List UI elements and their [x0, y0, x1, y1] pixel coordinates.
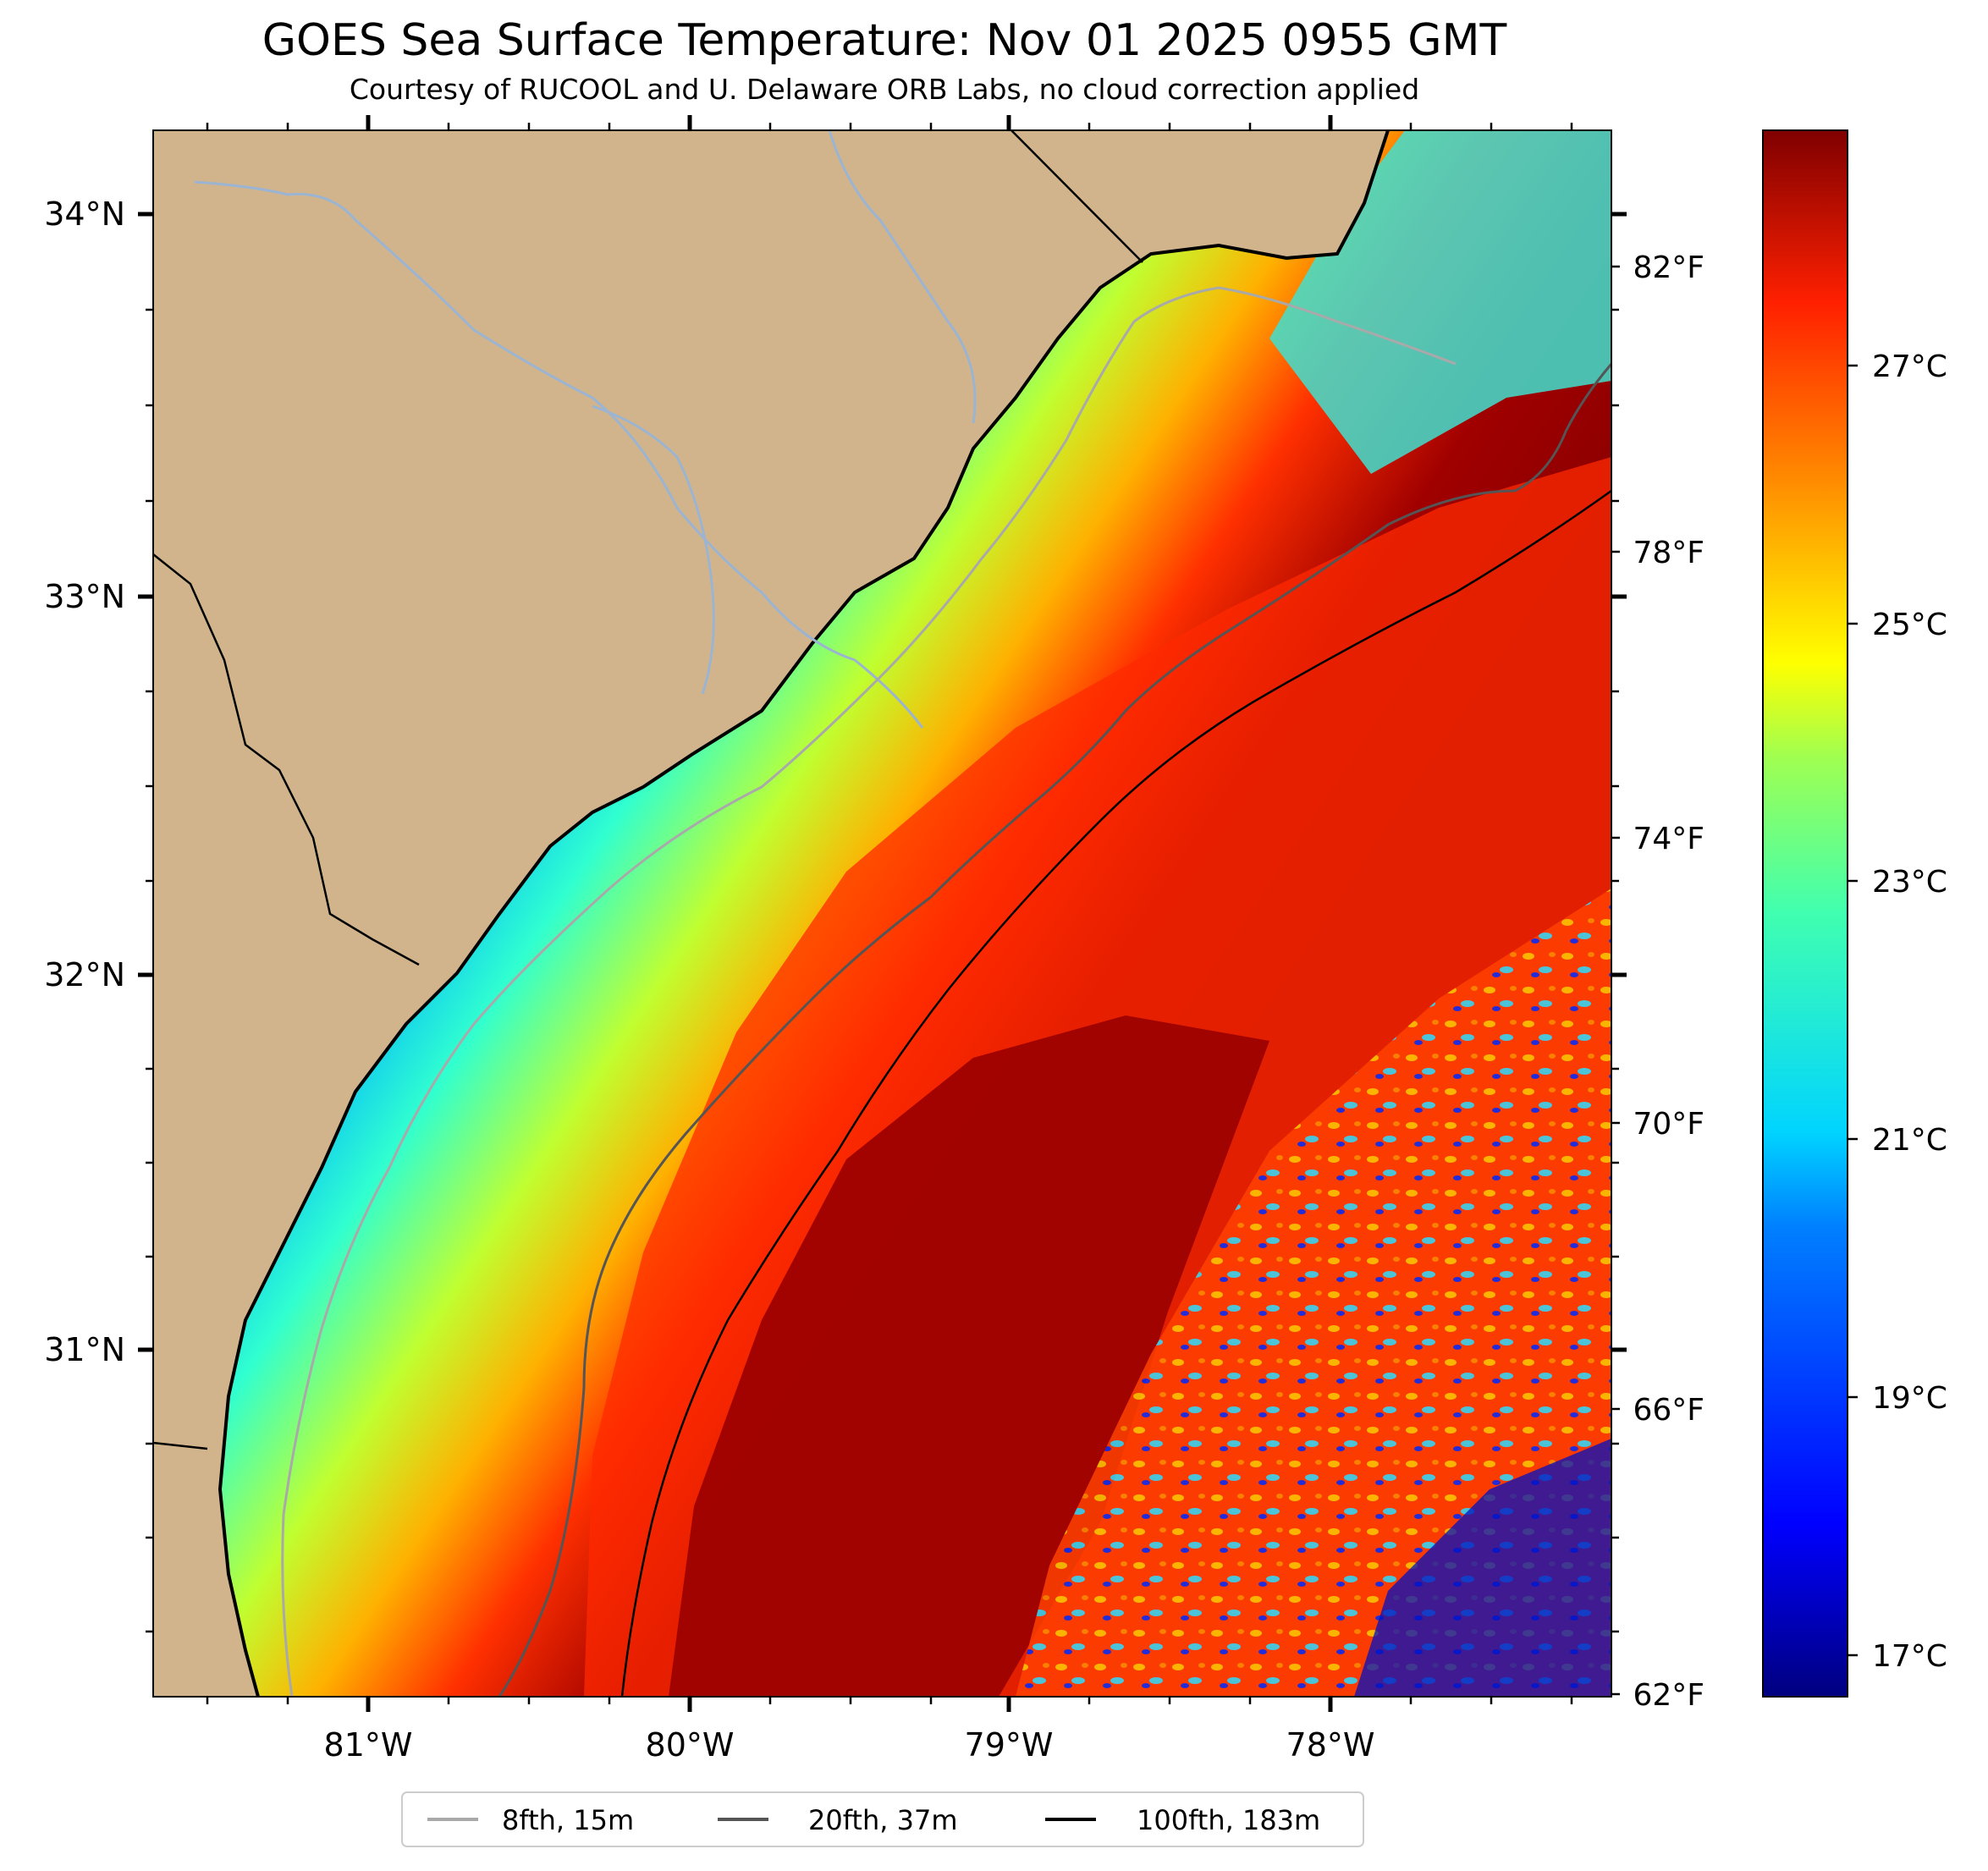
legend-label: 8fth, 15m — [502, 1804, 634, 1836]
river — [592, 404, 715, 695]
celsius-label: 17°C — [1872, 1639, 1947, 1674]
fahrenheit-label: 74°F — [1633, 822, 1704, 856]
celsius-label: 21°C — [1872, 1123, 1947, 1158]
lon-label: 79°W — [965, 1726, 1054, 1764]
lat-label: 32°N — [44, 956, 125, 993]
lat-label: 33°N — [44, 578, 125, 615]
map-panel[interactable] — [153, 130, 1611, 1697]
land-mass — [153, 130, 1388, 1697]
river — [194, 180, 924, 729]
state-border — [153, 1441, 208, 1450]
legend-box — [401, 1791, 1364, 1847]
lon-label: 78°W — [1286, 1726, 1375, 1764]
chart-title: GOES Sea Surface Temperature: Nov 01 202… — [262, 15, 1507, 66]
minor-ticks — [146, 123, 1619, 1704]
isobath-20fth — [498, 363, 1611, 1697]
isobath-100fth — [620, 489, 1611, 1697]
celsius-label: 27°C — [1872, 349, 1947, 384]
chart-subtitle: Courtesy of RUCOOL and U. Delaware ORB L… — [349, 73, 1420, 106]
celsius-label: 23°C — [1872, 865, 1947, 900]
lon-label: 80°W — [646, 1726, 735, 1764]
lat-label: 34°N — [44, 195, 125, 233]
colorbar-gradient — [1762, 129, 1848, 1698]
celsius-label: 19°C — [1872, 1381, 1947, 1416]
legend-label: 100fth, 183m — [1137, 1804, 1320, 1836]
map-frame — [152, 129, 1612, 1698]
fahrenheit-axis: 82°F 78°F 74°F 70°F 66°F 62°F — [1611, 250, 1704, 1713]
legend-label: 20fth, 37m — [808, 1804, 957, 1836]
cold-eddy-region — [1354, 1439, 1611, 1697]
lat-label: 31°N — [44, 1331, 125, 1368]
celsius-label: 25°C — [1872, 608, 1947, 642]
state-border — [1011, 130, 1143, 263]
river — [828, 130, 977, 424]
variable-offshore-region — [1016, 889, 1611, 1697]
coastline — [218, 130, 1390, 1697]
fahrenheit-label: 70°F — [1633, 1107, 1704, 1142]
fahrenheit-label: 78°F — [1633, 536, 1704, 570]
colorbar: 27°C 25°C 23°C 21°C 19°C 17°C — [1762, 129, 1947, 1698]
major-ticks — [138, 115, 1627, 1712]
state-border — [153, 553, 420, 966]
fahrenheit-label: 62°F — [1633, 1678, 1704, 1713]
lon-label: 81°W — [324, 1726, 413, 1764]
isobath-8fth — [281, 286, 1457, 1697]
fahrenheit-label: 82°F — [1633, 250, 1704, 285]
legend: 8fth, 15m 20fth, 37m 100fth, 183m — [401, 1791, 1364, 1847]
fahrenheit-label: 66°F — [1633, 1393, 1704, 1428]
warm-core — [669, 1015, 1269, 1697]
